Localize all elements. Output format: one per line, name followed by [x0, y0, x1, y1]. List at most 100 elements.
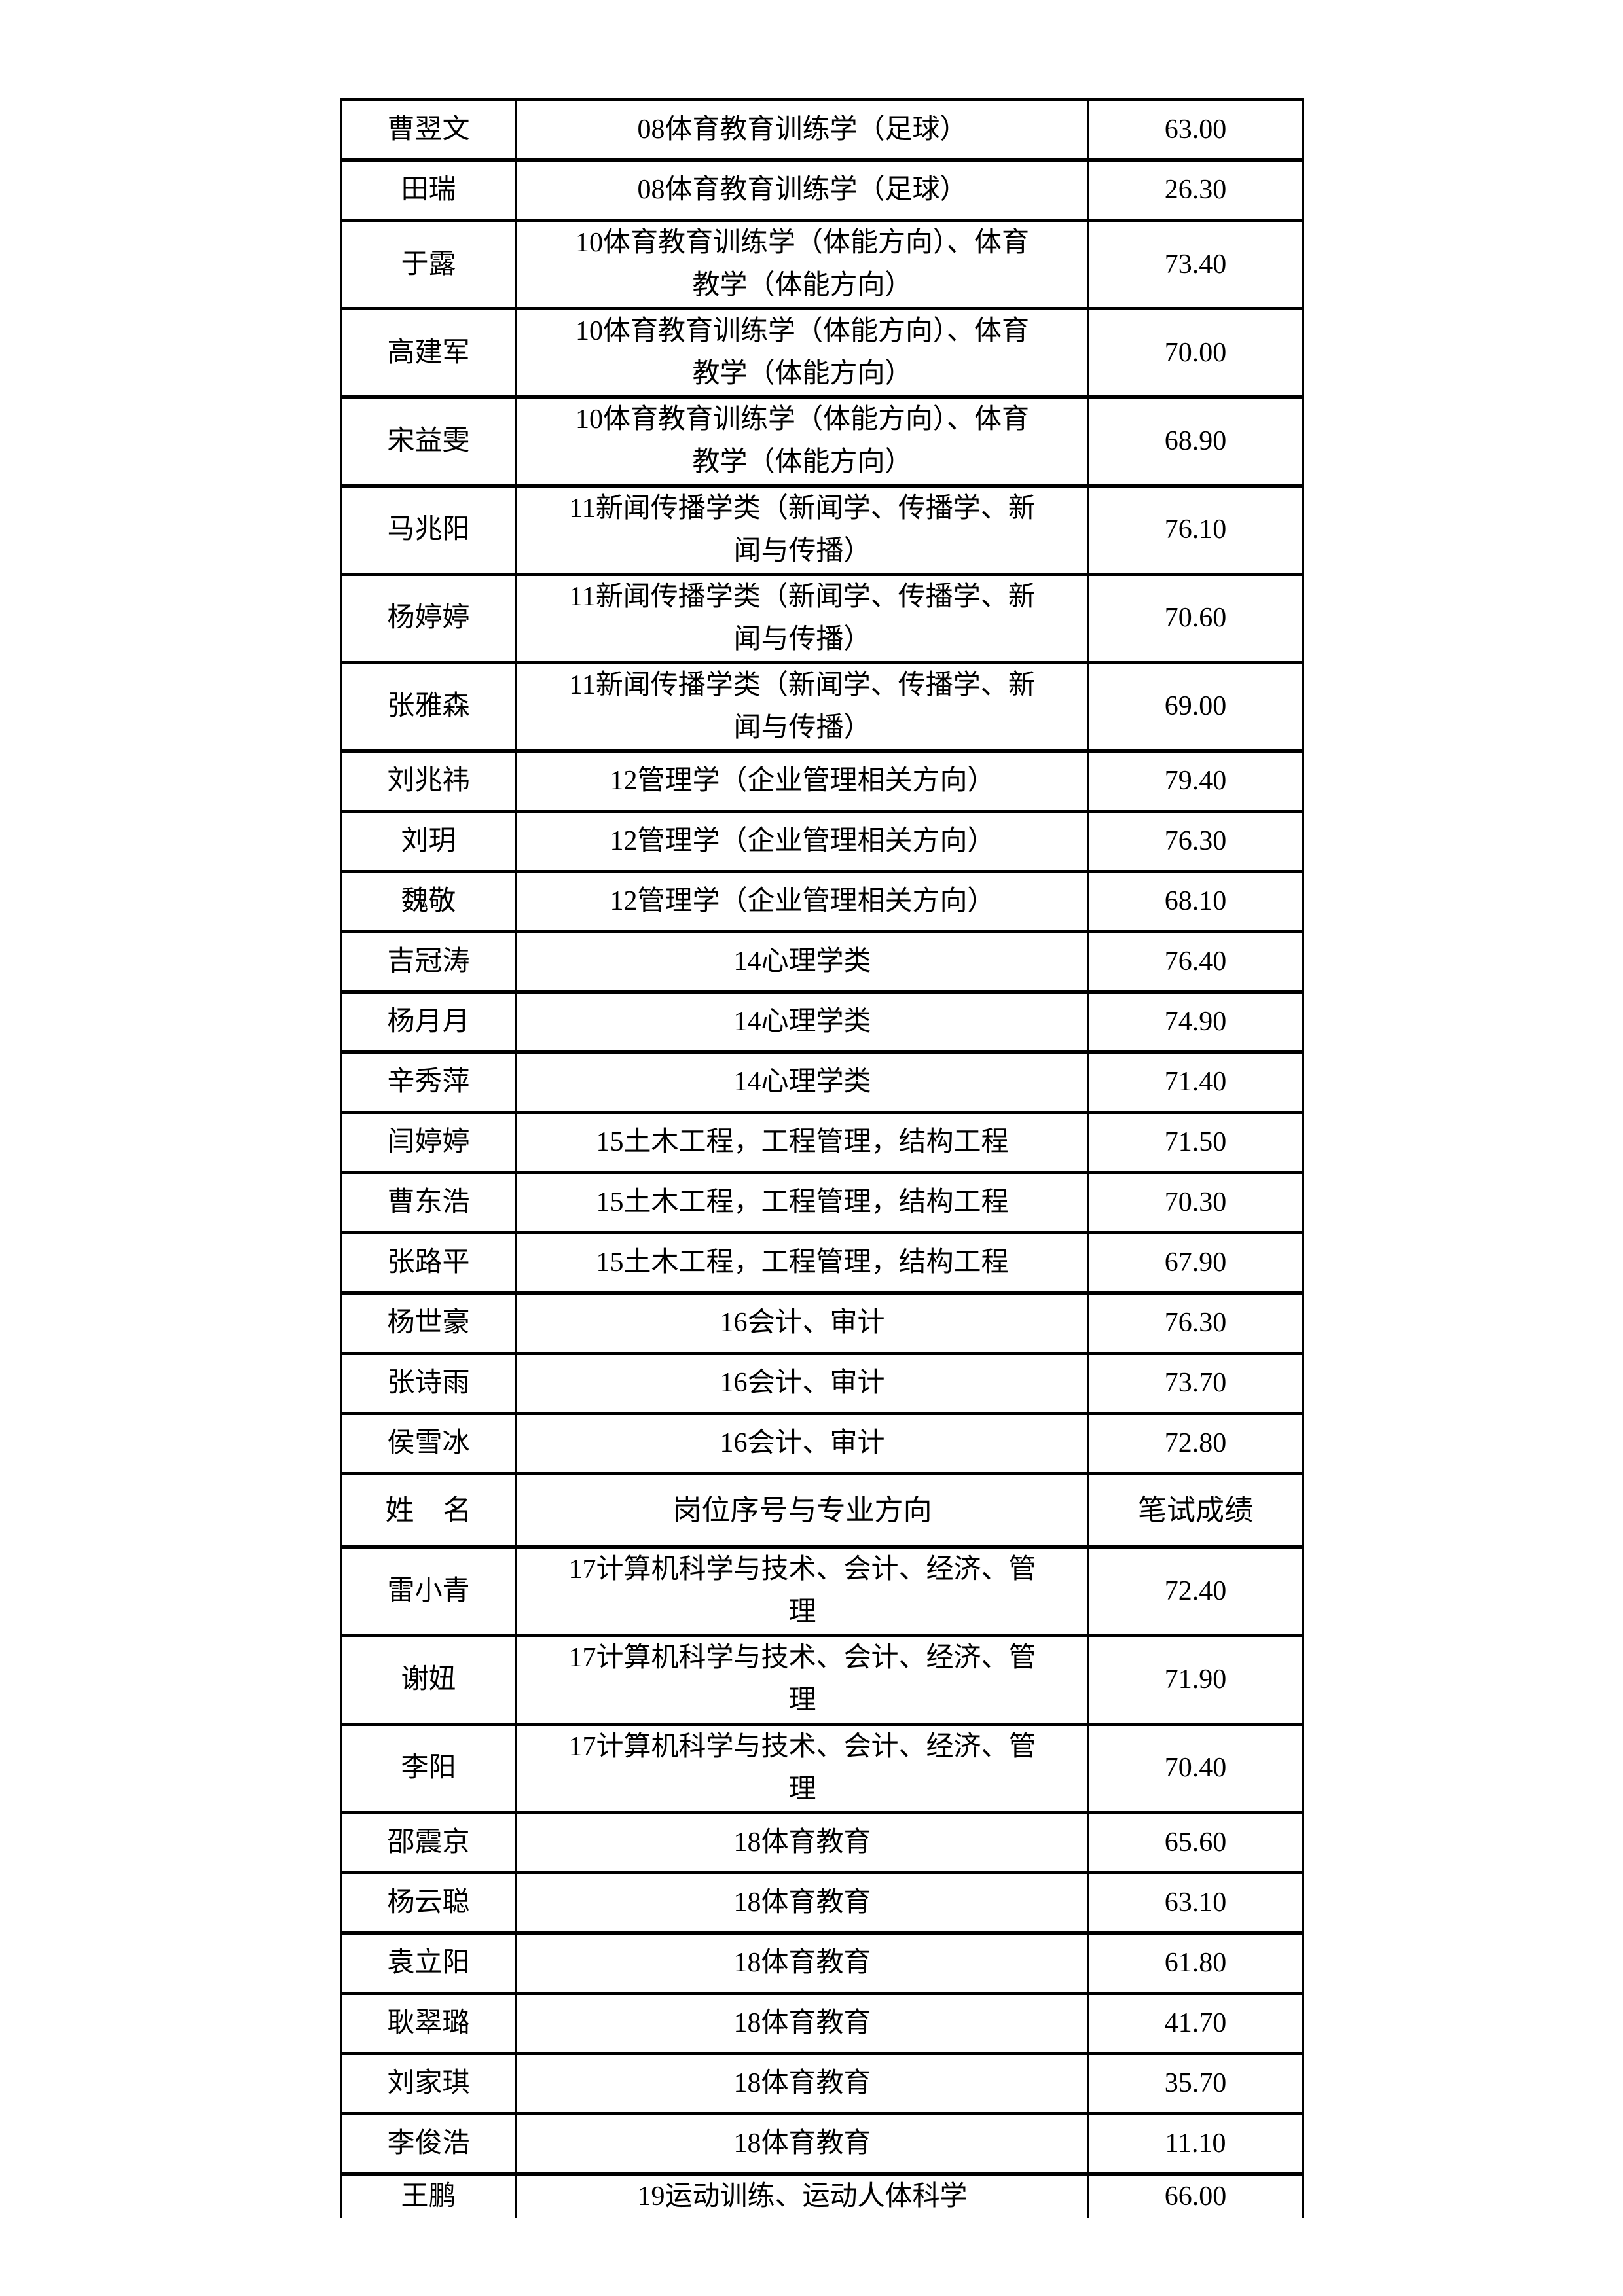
name-cell: 曹翌文: [340, 98, 517, 162]
name-cell: 闫婷婷: [340, 1111, 517, 1175]
major-cell: 08体育教育训练学（足球）: [515, 158, 1089, 222]
major-cell: 15土木工程，工程管理，结构工程: [515, 1231, 1089, 1295]
name-cell: 刘兆祎: [340, 749, 517, 814]
table-row: 张诗雨 16会计、审计 73.70: [340, 1352, 1304, 1416]
score-cell: 26.30: [1087, 158, 1304, 222]
major-cell: 18体育教育: [515, 1991, 1089, 2055]
score-cell: 70.00: [1087, 307, 1304, 399]
major-cell: 14心理学类: [515, 990, 1089, 1054]
name-cell: 张诗雨: [340, 1352, 517, 1416]
score-cell: 72.80: [1087, 1412, 1304, 1476]
table-row: 马兆阳 11新闻传播学类（新闻学、传播学、新 闻与传播） 76.10: [340, 484, 1304, 576]
score-cell: 70.40: [1087, 1722, 1304, 1814]
score-cell: 68.90: [1087, 395, 1304, 488]
score-cell: 71.40: [1087, 1050, 1304, 1115]
major-cell: 18体育教育: [515, 2051, 1089, 2115]
score-cell: 63.10: [1087, 1871, 1304, 1935]
major-cell: 19运动训练、运动人体科学: [515, 2172, 1089, 2218]
name-cell: 杨婷婷: [340, 572, 517, 664]
name-cell: 王鹏: [340, 2172, 517, 2218]
table-row: 魏敬 12管理学（企业管理相关方向） 68.10: [340, 870, 1304, 934]
table-row: 杨世豪 16会计、审计 76.30: [340, 1291, 1304, 1355]
table-row: 宋益雯 10体育教育训练学（体能方向）、体育 教学（体能方向） 68.90: [340, 395, 1304, 488]
score-cell: 69.00: [1087, 660, 1304, 753]
score-cell: 79.40: [1087, 749, 1304, 814]
score-cell: 73.70: [1087, 1352, 1304, 1416]
name-cell: 杨月月: [340, 990, 517, 1054]
major-cell: 16会计、审计: [515, 1291, 1089, 1355]
score-cell: 61.80: [1087, 1931, 1304, 1995]
table-row: 李阳 17计算机科学与技术、会计、经济、管 理 70.40: [340, 1722, 1304, 1814]
major-cell: 17计算机科学与技术、会计、经济、管 理: [515, 1545, 1089, 1638]
header-score-cell: 笔试成绩: [1087, 1472, 1304, 1549]
major-cell: 10体育教育训练学（体能方向）、体育 教学（体能方向）: [515, 395, 1089, 488]
written-test-scores-table: 曹翌文 08体育教育训练学（足球） 63.00 田瑞 08体育教育训练学（足球） 26.…: [340, 98, 1304, 2218]
header-name-cell: 姓 名: [340, 1472, 517, 1549]
score-cell: 66.00: [1087, 2172, 1304, 2218]
name-cell: 雷小青: [340, 1545, 517, 1638]
table-row: 刘兆祎 12管理学（企业管理相关方向） 79.40: [340, 749, 1304, 814]
score-cell: 72.40: [1087, 1545, 1304, 1638]
score-cell: 71.90: [1087, 1634, 1304, 1726]
name-cell: 邵震京: [340, 1810, 517, 1874]
score-cell: 73.40: [1087, 218, 1304, 311]
table-row: 杨婷婷 11新闻传播学类（新闻学、传播学、新 闻与传播） 70.60: [340, 572, 1304, 664]
score-cell: 71.50: [1087, 1111, 1304, 1175]
name-cell: 谢妞: [340, 1634, 517, 1726]
major-cell: 18体育教育: [515, 1871, 1089, 1935]
score-cell: 65.60: [1087, 1810, 1304, 1874]
table-row: 雷小青 17计算机科学与技术、会计、经济、管 理 72.40: [340, 1545, 1304, 1638]
table-row: 高建军 10体育教育训练学（体能方向）、体育 教学（体能方向） 70.00: [340, 307, 1304, 399]
score-cell: 35.70: [1087, 2051, 1304, 2115]
major-cell: 12管理学（企业管理相关方向）: [515, 810, 1089, 874]
name-cell: 刘玥: [340, 810, 517, 874]
score-cell: 76.30: [1087, 1291, 1304, 1355]
name-cell: 吉冠涛: [340, 930, 517, 994]
major-cell: 18体育教育: [515, 1931, 1089, 1995]
major-cell: 15土木工程，工程管理，结构工程: [515, 1111, 1089, 1175]
score-cell: 63.00: [1087, 98, 1304, 162]
table-row: 于露 10体育教育训练学（体能方向）、体育 教学（体能方向） 73.40: [340, 218, 1304, 311]
name-cell: 杨世豪: [340, 1291, 517, 1355]
table-row: 曹翌文 08体育教育训练学（足球） 63.00: [340, 98, 1304, 162]
score-cell: 76.30: [1087, 810, 1304, 874]
name-cell: 耿翠璐: [340, 1991, 517, 2055]
name-cell: 魏敬: [340, 870, 517, 934]
major-cell: 11新闻传播学类（新闻学、传播学、新 闻与传播）: [515, 484, 1089, 576]
table-row: 闫婷婷 15土木工程，工程管理，结构工程 71.50: [340, 1111, 1304, 1175]
table-row-cutoff: 王鹏 19运动训练、运动人体科学 66.00: [340, 2172, 1304, 2218]
name-cell: 曹东浩: [340, 1171, 517, 1235]
major-cell: 16会计、审计: [515, 1352, 1089, 1416]
name-cell: 刘家琪: [340, 2051, 517, 2115]
major-cell: 17计算机科学与技术、会计、经济、管 理: [515, 1634, 1089, 1726]
major-cell: 18体育教育: [515, 2111, 1089, 2176]
major-cell: 10体育教育训练学（体能方向）、体育 教学（体能方向）: [515, 307, 1089, 399]
major-cell: 14心理学类: [515, 1050, 1089, 1115]
name-cell: 袁立阳: [340, 1931, 517, 1995]
name-cell: 宋益雯: [340, 395, 517, 488]
table-row: 耿翠璐 18体育教育 41.70: [340, 1991, 1304, 2055]
score-cell: 67.90: [1087, 1231, 1304, 1295]
score-cell: 41.70: [1087, 1991, 1304, 2055]
table-row: 吉冠涛 14心理学类 76.40: [340, 930, 1304, 994]
major-cell: 14心理学类: [515, 930, 1089, 994]
name-cell: 李阳: [340, 1722, 517, 1814]
score-cell: 76.40: [1087, 930, 1304, 994]
table-header-row: 姓 名岗位序号与专业方向 笔试成绩: [340, 1472, 1304, 1549]
table-row: 刘玥 12管理学（企业管理相关方向） 76.30: [340, 810, 1304, 874]
table-row: 刘家琪 18体育教育 35.70: [340, 2051, 1304, 2115]
major-cell: 11新闻传播学类（新闻学、传播学、新 闻与传播）: [515, 660, 1089, 753]
table-row: 辛秀萍 14心理学类 71.40: [340, 1050, 1304, 1115]
name-cell: 张雅森: [340, 660, 517, 753]
name-cell: 高建军: [340, 307, 517, 399]
name-cell: 李俊浩: [340, 2111, 517, 2176]
table-row: 张路平 15土木工程，工程管理，结构工程 67.90: [340, 1231, 1304, 1295]
table-row: 田瑞 08体育教育训练学（足球） 26.30: [340, 158, 1304, 222]
major-cell: 10体育教育训练学（体能方向）、体育 教学（体能方向）: [515, 218, 1089, 311]
table-row: 李俊浩 18体育教育 11.10: [340, 2111, 1304, 2176]
name-cell: 辛秀萍: [340, 1050, 517, 1115]
major-cell: 11新闻传播学类（新闻学、传播学、新 闻与传播）: [515, 572, 1089, 664]
score-cell: 76.10: [1087, 484, 1304, 576]
name-cell: 杨云聪: [340, 1871, 517, 1935]
table-row: 杨月月 14心理学类 74.90: [340, 990, 1304, 1054]
